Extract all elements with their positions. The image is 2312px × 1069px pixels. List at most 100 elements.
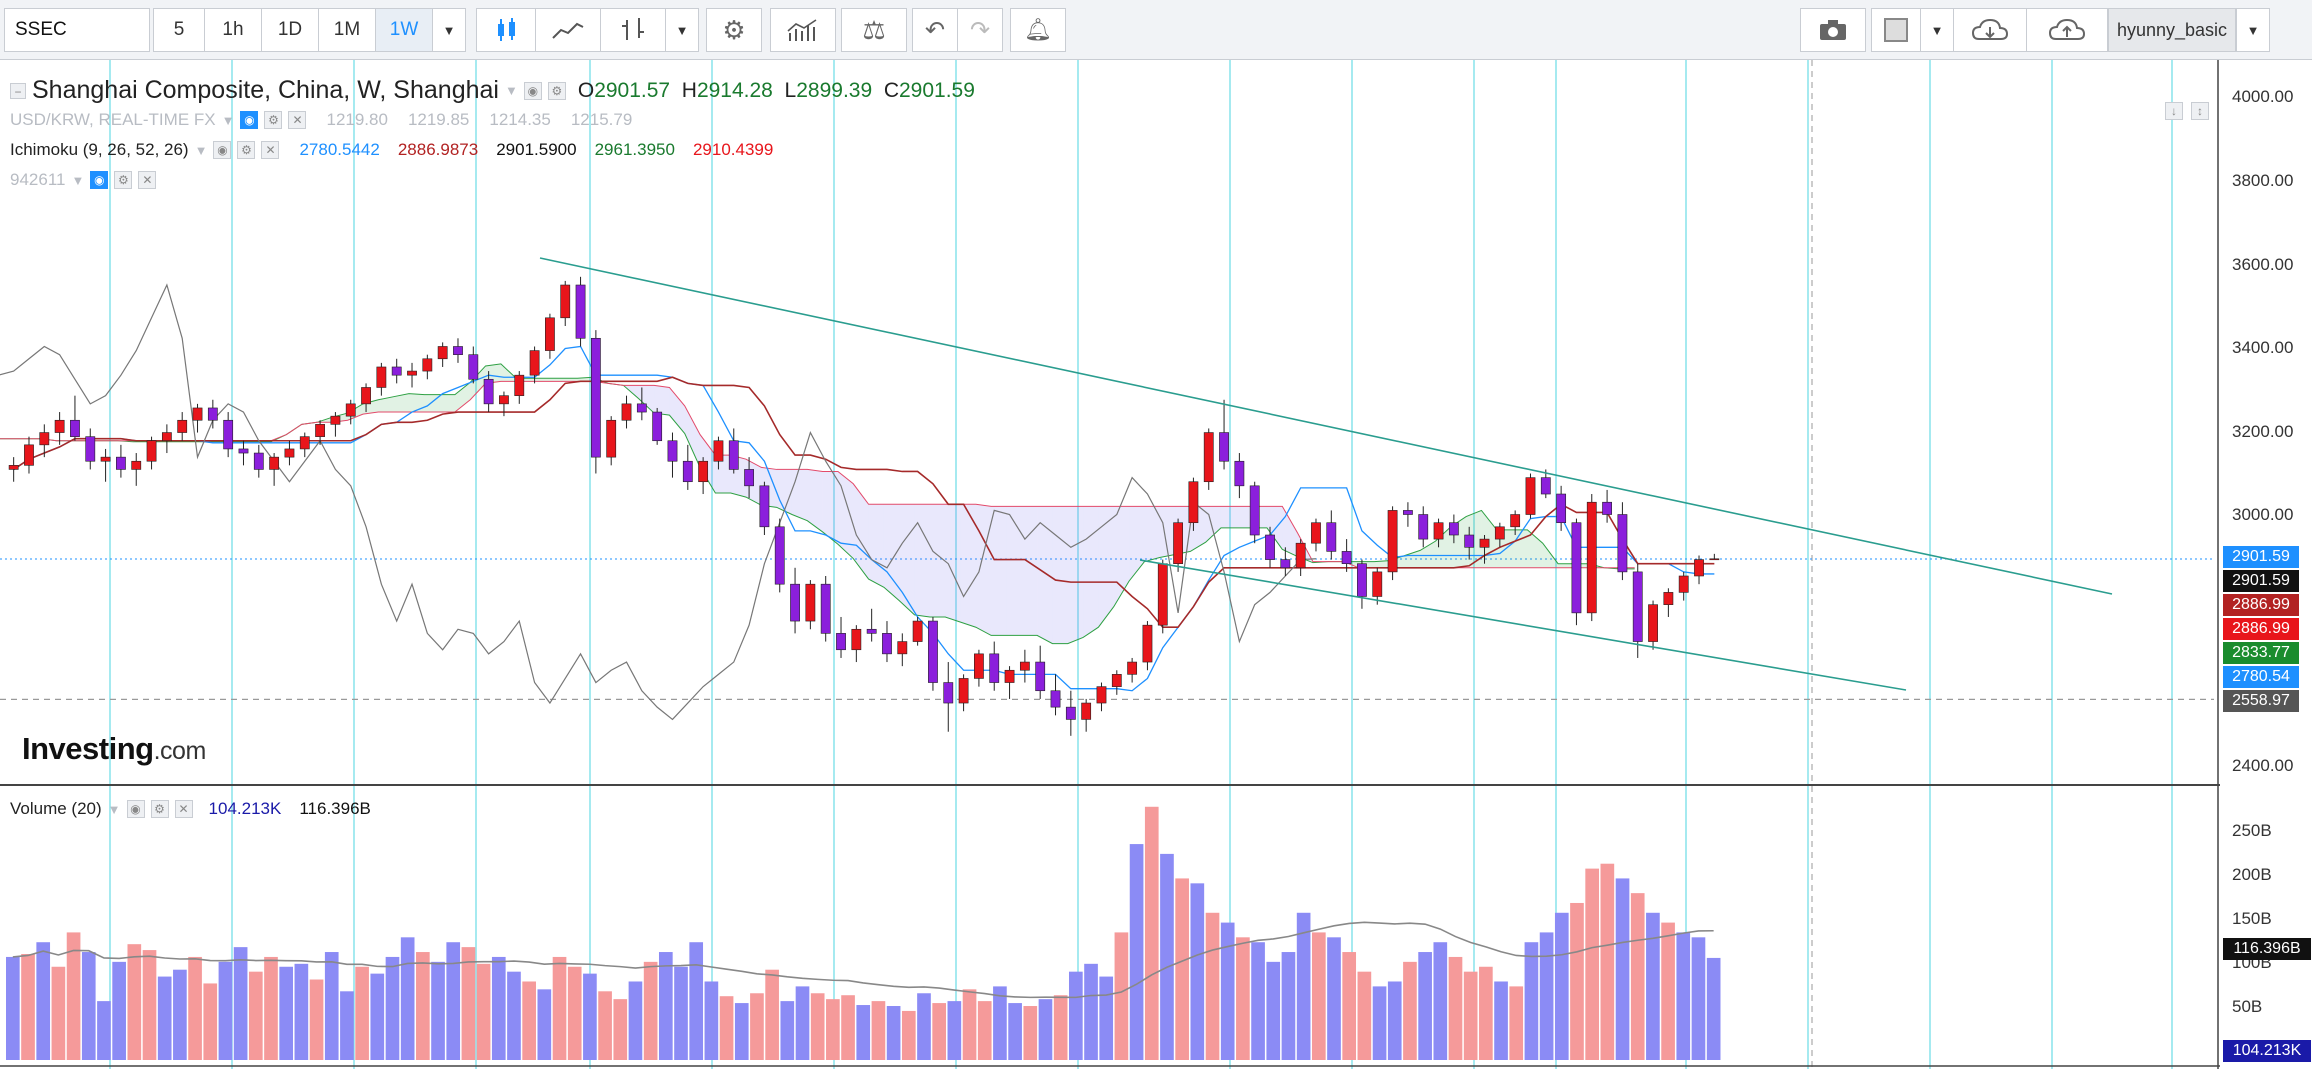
interval-dropdown-button[interactable]: ▼ <box>432 8 466 52</box>
compare-button[interactable]: ⚖ <box>841 8 907 52</box>
volume-bar <box>674 966 688 1060</box>
load-layout-button[interactable] <box>1953 8 2027 52</box>
alert-button[interactable]: 🔔︎ <box>1010 8 1066 52</box>
cloud-segment <box>1021 506 1038 636</box>
candle-body <box>70 419 80 437</box>
user-dropdown-button[interactable]: ▼ <box>2236 8 2270 52</box>
candle-body <box>131 460 142 470</box>
candle-body <box>974 653 984 679</box>
cloud-segment <box>1558 563 1574 568</box>
layout-dropdown-button[interactable]: ▼ <box>1920 8 1954 52</box>
volume-bar <box>1296 912 1311 1060</box>
candle-body <box>1341 551 1352 564</box>
chevron-down-icon[interactable]: ▼ <box>194 142 208 158</box>
redo-button[interactable]: ↷ <box>957 8 1003 52</box>
candle-body <box>805 583 816 622</box>
interval-1w-button[interactable]: 1W <box>375 8 433 52</box>
candle-body <box>790 583 800 622</box>
gear-icon[interactable]: ⚙ <box>237 141 256 159</box>
chevron-down-icon[interactable]: ▼ <box>71 172 85 188</box>
eye-icon[interactable]: ◉ <box>523 81 542 100</box>
interval-1h-button[interactable]: 1h <box>204 8 262 52</box>
gear-icon[interactable]: ⚙ <box>150 800 169 818</box>
volume-bar <box>841 995 855 1060</box>
cloud-segment <box>393 393 409 413</box>
eye-icon[interactable]: ◉ <box>213 141 232 159</box>
candle-body <box>1433 522 1444 540</box>
cloud-segment <box>378 396 394 413</box>
volume-bar <box>856 1005 871 1060</box>
gear-icon[interactable]: ⚙ <box>114 171 133 189</box>
bar-type-button[interactable] <box>600 8 666 52</box>
close-icon[interactable]: ✕ <box>261 141 280 159</box>
volume-bar <box>1585 868 1599 1060</box>
save-layout-button[interactable] <box>2026 8 2108 52</box>
cloud-segment <box>1052 506 1068 644</box>
price-tag: 2886.99 <box>2223 618 2299 640</box>
user-layout-name[interactable]: hyunny_basic <box>2108 8 2236 52</box>
candle-body <box>698 460 709 483</box>
chevron-down-icon: ▼ <box>675 22 689 38</box>
volume-bar <box>1069 971 1083 1060</box>
eye-icon[interactable]: ◉ <box>90 171 109 189</box>
gear-icon[interactable]: ⚙ <box>264 111 283 129</box>
candle-body <box>1249 485 1260 536</box>
undo-button[interactable]: ↶ <box>912 8 958 52</box>
price-tick-label: 3400.00 <box>2232 338 2294 357</box>
candle-body <box>391 366 402 376</box>
cloud-segment <box>1220 506 1237 528</box>
move-down-icon[interactable]: ↓ <box>2165 102 2183 120</box>
volume-bar <box>1646 912 1660 1060</box>
indicators-button[interactable] <box>770 8 836 52</box>
volume-bar <box>385 956 400 1060</box>
candle-body <box>1019 661 1030 671</box>
snapshot-button[interactable] <box>1800 8 1866 52</box>
candle-body <box>499 395 509 405</box>
eye-icon[interactable]: ◉ <box>240 111 259 129</box>
interval-1m-button[interactable]: 1M <box>318 8 376 52</box>
chevron-down-icon[interactable]: ▼ <box>221 112 235 128</box>
candle-body <box>453 346 463 355</box>
volume-bar <box>1190 883 1205 1060</box>
top-toolbar: 5 1h 1D 1M 1W ▼ ▼ ⚙ ⚖ ↶ ↷ 🔔︎ ▼ hyunny_ba… <box>0 0 2312 60</box>
line-chart-button[interactable] <box>535 8 601 52</box>
scale-icon: ⚖ <box>862 14 886 45</box>
close-icon[interactable]: ✕ <box>174 800 193 818</box>
cloud-segment <box>1282 506 1298 557</box>
maximize-icon[interactable]: ↕ <box>2191 102 2209 120</box>
candle-body <box>1525 477 1536 515</box>
gear-icon[interactable]: ⚙ <box>547 81 566 100</box>
candle-body <box>1648 604 1658 642</box>
price-tick-label: 3600.00 <box>2232 255 2294 274</box>
candlestick-type-button[interactable] <box>476 8 536 52</box>
interval-1d-button[interactable]: 1D <box>261 8 319 52</box>
cloud-segment <box>1067 506 1084 644</box>
cloud-segment <box>1037 506 1053 644</box>
volume-bar <box>97 1001 111 1060</box>
settings-button[interactable]: ⚙ <box>706 8 762 52</box>
candle-body <box>1311 522 1321 544</box>
collapse-legend-icon[interactable]: − <box>10 82 26 99</box>
chart-frame <box>0 60 2220 1069</box>
cloud-segment <box>1435 526 1451 568</box>
candle-body <box>606 419 617 458</box>
volume-bar <box>355 966 369 1060</box>
chart-canvas[interactable] <box>0 60 2312 1069</box>
candle-body <box>820 583 831 634</box>
cloud-segment <box>1006 506 1022 636</box>
chevron-down-icon[interactable]: ▼ <box>107 801 121 817</box>
trendlines[interactable] <box>539 257 2113 691</box>
close-icon[interactable]: ✕ <box>288 111 307 129</box>
interval-5-button[interactable]: 5 <box>153 8 205 52</box>
volume-bar <box>233 947 248 1060</box>
chevron-down-icon[interactable]: ▼ <box>504 83 518 98</box>
fullscreen-button[interactable] <box>1871 8 1921 52</box>
volume-bar <box>507 971 521 1060</box>
chart-type-dropdown-button[interactable]: ▼ <box>665 8 699 52</box>
close-icon[interactable]: ✕ <box>138 171 157 189</box>
logo-brand: Investing <box>22 731 154 766</box>
symbol-input[interactable] <box>4 8 150 52</box>
volume-bar <box>780 1001 795 1060</box>
cloud-segment <box>853 483 869 580</box>
eye-icon[interactable]: ◉ <box>126 800 145 818</box>
